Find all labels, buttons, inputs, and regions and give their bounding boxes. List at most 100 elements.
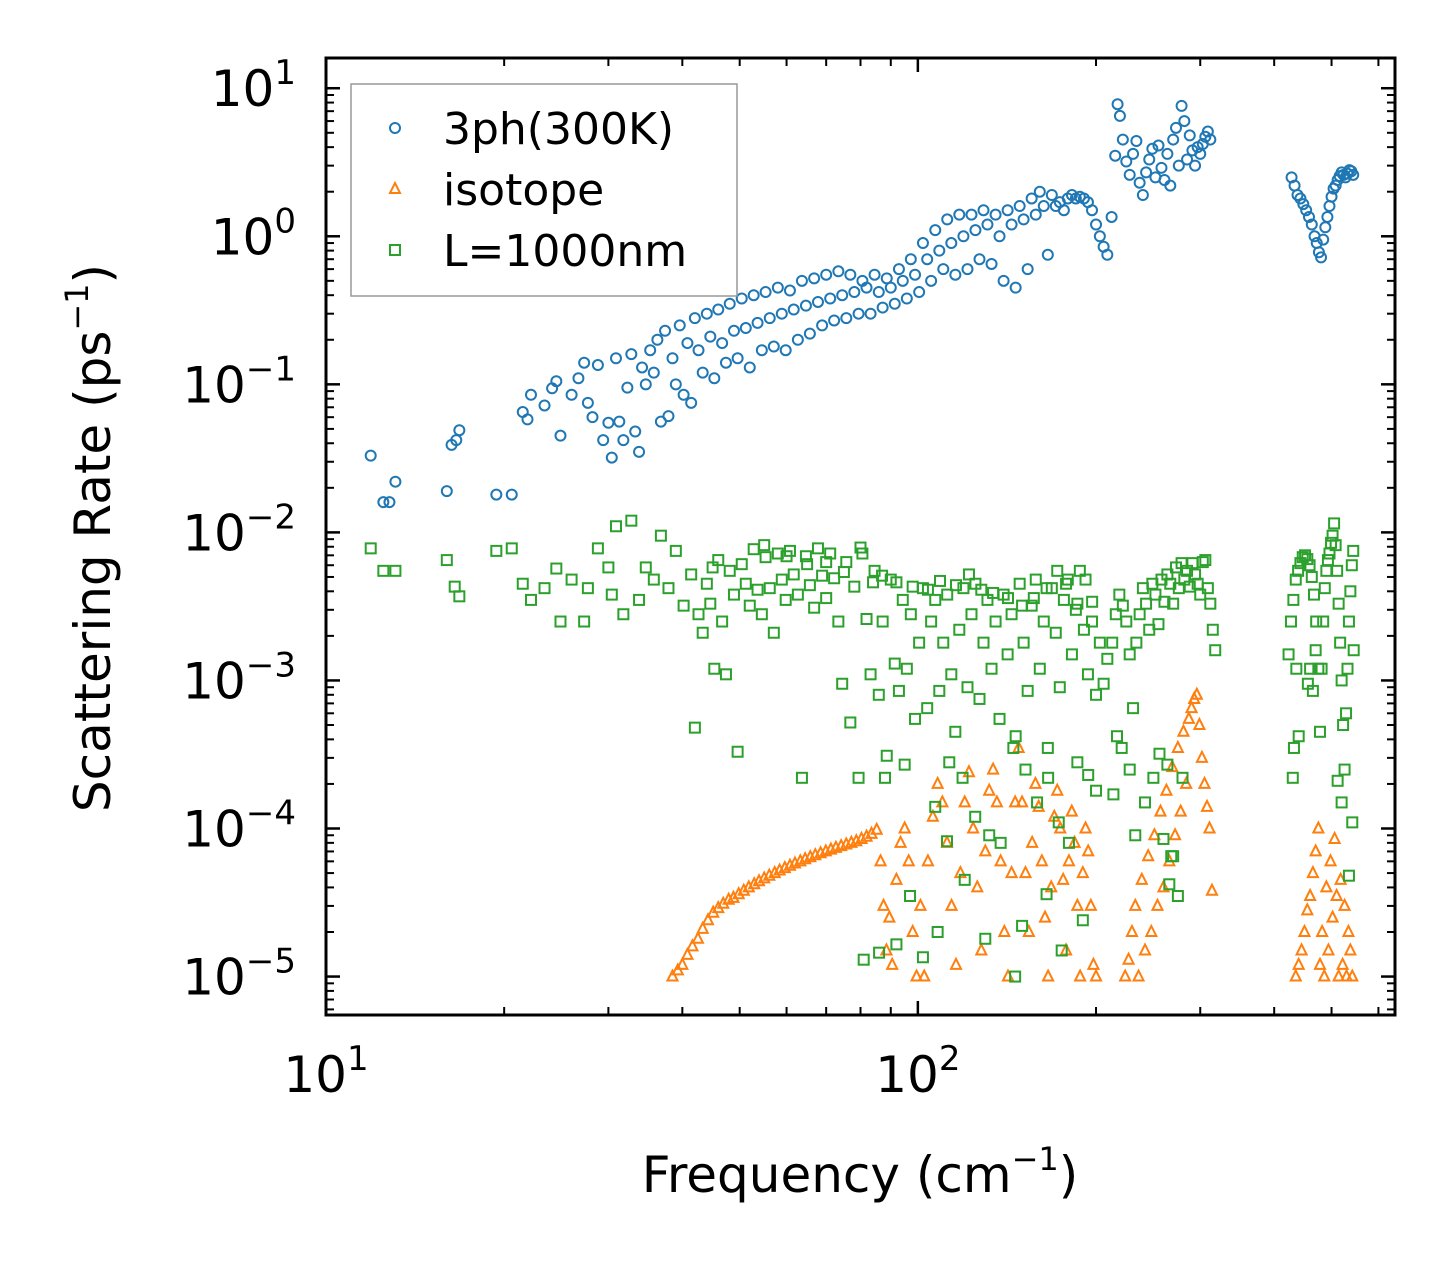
data-point	[613, 415, 626, 428]
data-point	[1331, 564, 1344, 577]
data-point	[1323, 853, 1338, 867]
data-point	[1089, 968, 1103, 982]
data-point	[1123, 763, 1136, 776]
data-point	[1306, 684, 1319, 697]
data-point	[1130, 135, 1143, 148]
data-point	[735, 558, 748, 571]
data-point	[1051, 564, 1064, 577]
data-point	[931, 925, 944, 938]
data-point	[1017, 636, 1030, 649]
data-point	[1078, 820, 1093, 834]
data-point	[1135, 871, 1149, 885]
data-point	[944, 897, 959, 911]
series-l-1000nm	[364, 514, 1360, 983]
data-point	[675, 956, 689, 970]
data-point	[1325, 909, 1340, 923]
data-point	[1029, 208, 1042, 221]
data-point	[1317, 615, 1330, 628]
data-point	[921, 253, 934, 266]
data-point	[1001, 204, 1014, 217]
data-point	[1310, 615, 1323, 628]
data-point	[1004, 864, 1019, 879]
data-point	[1031, 796, 1044, 809]
data-point	[726, 889, 741, 903]
data-point	[925, 615, 938, 628]
data-point	[629, 425, 642, 438]
data-point	[1200, 798, 1214, 812]
data-point	[921, 702, 934, 715]
data-point	[997, 274, 1010, 287]
data-point	[1204, 597, 1217, 610]
data-point	[597, 434, 610, 447]
data-point	[1175, 99, 1188, 112]
data-point	[716, 337, 729, 350]
data-point	[767, 626, 780, 639]
data-point	[780, 550, 793, 563]
data-point	[1201, 582, 1214, 595]
data-point	[685, 568, 698, 581]
data-point	[1081, 668, 1094, 681]
data-point	[1192, 716, 1207, 731]
data-point	[926, 808, 940, 822]
data-point	[1332, 968, 1346, 982]
data-point	[1128, 897, 1142, 911]
data-point	[1025, 192, 1038, 205]
data-point	[787, 303, 800, 316]
data-point	[758, 539, 771, 552]
data-point	[490, 488, 503, 501]
data-point	[836, 677, 849, 690]
data-point	[906, 923, 920, 937]
data-point	[1202, 820, 1217, 834]
data-point	[377, 496, 390, 509]
data-point	[669, 378, 682, 391]
data-point	[929, 224, 942, 237]
data-point	[636, 361, 649, 374]
data-point	[565, 573, 578, 586]
data-point	[950, 579, 963, 592]
data-point	[1007, 741, 1020, 754]
data-point	[898, 820, 912, 834]
data-point	[958, 873, 971, 886]
data-point	[1306, 864, 1320, 879]
data-point	[739, 577, 752, 590]
data-point	[1315, 662, 1328, 675]
data-point	[828, 314, 841, 327]
data-point	[377, 564, 390, 577]
data-point	[1146, 142, 1159, 155]
data-point	[1347, 168, 1360, 181]
data-point	[625, 514, 638, 527]
data-point	[1178, 115, 1191, 128]
data-point	[900, 292, 913, 305]
data-point	[832, 265, 845, 278]
data-point	[1071, 756, 1084, 769]
data-point	[882, 909, 896, 923]
data-point	[1105, 210, 1118, 223]
data-point	[1140, 597, 1153, 610]
data-point	[870, 821, 884, 835]
data-point	[1189, 159, 1202, 172]
data-point	[1327, 830, 1342, 844]
data-point	[1300, 902, 1314, 916]
data-point	[1077, 623, 1090, 636]
data-point	[609, 520, 622, 533]
data-point	[1057, 204, 1070, 217]
data-point	[1317, 233, 1330, 246]
data-point	[440, 485, 453, 498]
data-point	[832, 615, 845, 628]
data-point	[1161, 758, 1174, 771]
data-point	[1337, 897, 1352, 911]
data-layer	[364, 98, 1360, 983]
data-point	[876, 569, 889, 582]
data-point	[524, 388, 537, 401]
data-point	[888, 297, 901, 310]
data-point	[945, 237, 958, 250]
data-point	[1138, 942, 1152, 956]
data-point	[1303, 559, 1316, 572]
data-point	[565, 388, 578, 401]
data-point	[1342, 615, 1355, 628]
data-point	[1183, 580, 1196, 593]
data-point	[647, 366, 660, 379]
data-point	[677, 388, 690, 401]
data-point	[1065, 648, 1078, 661]
